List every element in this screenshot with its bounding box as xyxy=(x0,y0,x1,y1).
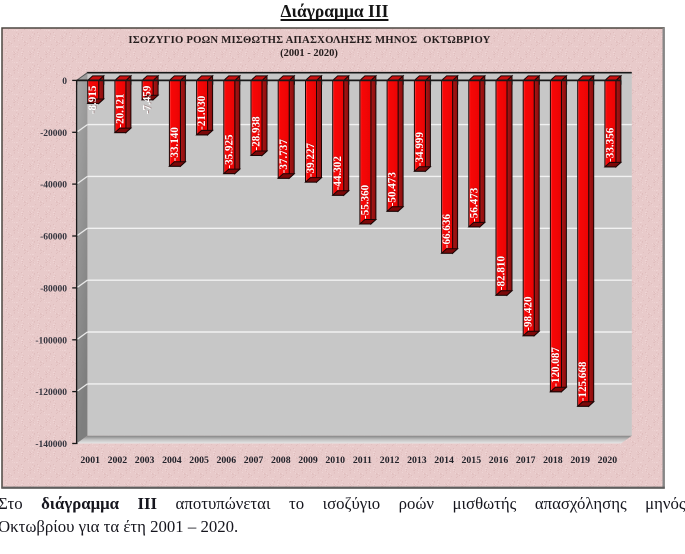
svg-text:2019: 2019 xyxy=(570,455,590,466)
svg-text:-140000: -140000 xyxy=(35,440,67,450)
svg-text:2003: 2003 xyxy=(135,455,155,466)
svg-text:2010: 2010 xyxy=(325,455,345,466)
svg-text:(2001 - 2020): (2001 - 2020) xyxy=(280,48,338,59)
svg-text:-40000: -40000 xyxy=(40,181,67,191)
svg-text:-39.227: -39.227 xyxy=(305,142,317,177)
svg-text:2020: 2020 xyxy=(598,455,618,466)
svg-text:2014: 2014 xyxy=(434,455,454,466)
svg-text:2008: 2008 xyxy=(271,455,291,466)
svg-text:-34.999: -34.999 xyxy=(414,132,426,167)
svg-text:-44.302: -44.302 xyxy=(332,156,344,191)
svg-text:-35.925: -35.925 xyxy=(223,134,235,169)
svg-text:-98.420: -98.420 xyxy=(523,296,535,331)
svg-text:-125.668: -125.668 xyxy=(577,361,589,401)
svg-text:2011: 2011 xyxy=(353,455,372,466)
svg-text:-60000: -60000 xyxy=(40,233,67,243)
svg-text:-8.915: -8.915 xyxy=(87,85,99,114)
svg-text:2007: 2007 xyxy=(244,455,264,466)
svg-text:2006: 2006 xyxy=(217,455,237,466)
svg-text:0: 0 xyxy=(62,77,67,87)
svg-text:2005: 2005 xyxy=(189,455,209,466)
svg-text:-82.810: -82.810 xyxy=(496,256,508,291)
svg-text:-120.087: -120.087 xyxy=(550,347,562,387)
svg-text:-50.473: -50.473 xyxy=(387,172,399,207)
svg-text:2013: 2013 xyxy=(407,455,427,466)
svg-text:2017: 2017 xyxy=(516,455,536,466)
svg-text:-33.356: -33.356 xyxy=(604,127,616,162)
svg-text:2018: 2018 xyxy=(543,455,563,466)
svg-text:-100000: -100000 xyxy=(35,336,67,346)
svg-text:-21.030: -21.030 xyxy=(196,95,208,130)
svg-text:-7.459: -7.459 xyxy=(142,85,154,114)
svg-text:-20.121: -20.121 xyxy=(114,93,126,127)
svg-text:-56.473: -56.473 xyxy=(468,187,480,222)
svg-text:2004: 2004 xyxy=(162,455,182,466)
svg-text:2009: 2009 xyxy=(298,455,318,466)
svg-text:-80000: -80000 xyxy=(40,285,67,295)
svg-text:2002: 2002 xyxy=(108,455,128,466)
svg-text:2016: 2016 xyxy=(489,455,509,466)
svg-text:2012: 2012 xyxy=(380,455,400,466)
svg-text:-120000: -120000 xyxy=(35,388,67,398)
svg-text:-37.737: -37.737 xyxy=(278,139,290,174)
svg-text:-55.360: -55.360 xyxy=(359,184,371,219)
svg-text:-33.140: -33.140 xyxy=(169,127,181,162)
svg-text:2001: 2001 xyxy=(80,455,100,466)
svg-text:-66.636: -66.636 xyxy=(441,214,453,249)
svg-text:-28.938: -28.938 xyxy=(251,116,263,151)
svg-text:-20000: -20000 xyxy=(40,129,67,139)
svg-text:ΙΣΟΖΥΓΙΟ ΡΟΩΝ ΜΙΣΘΩΤΗΣ ΑΠΑΣΧΟΛ: ΙΣΟΖΥΓΙΟ ΡΟΩΝ ΜΙΣΘΩΤΗΣ ΑΠΑΣΧΟΛΗΣΗΣ ΜΗΝΟΣ… xyxy=(128,34,490,46)
svg-text:2015: 2015 xyxy=(462,455,482,466)
